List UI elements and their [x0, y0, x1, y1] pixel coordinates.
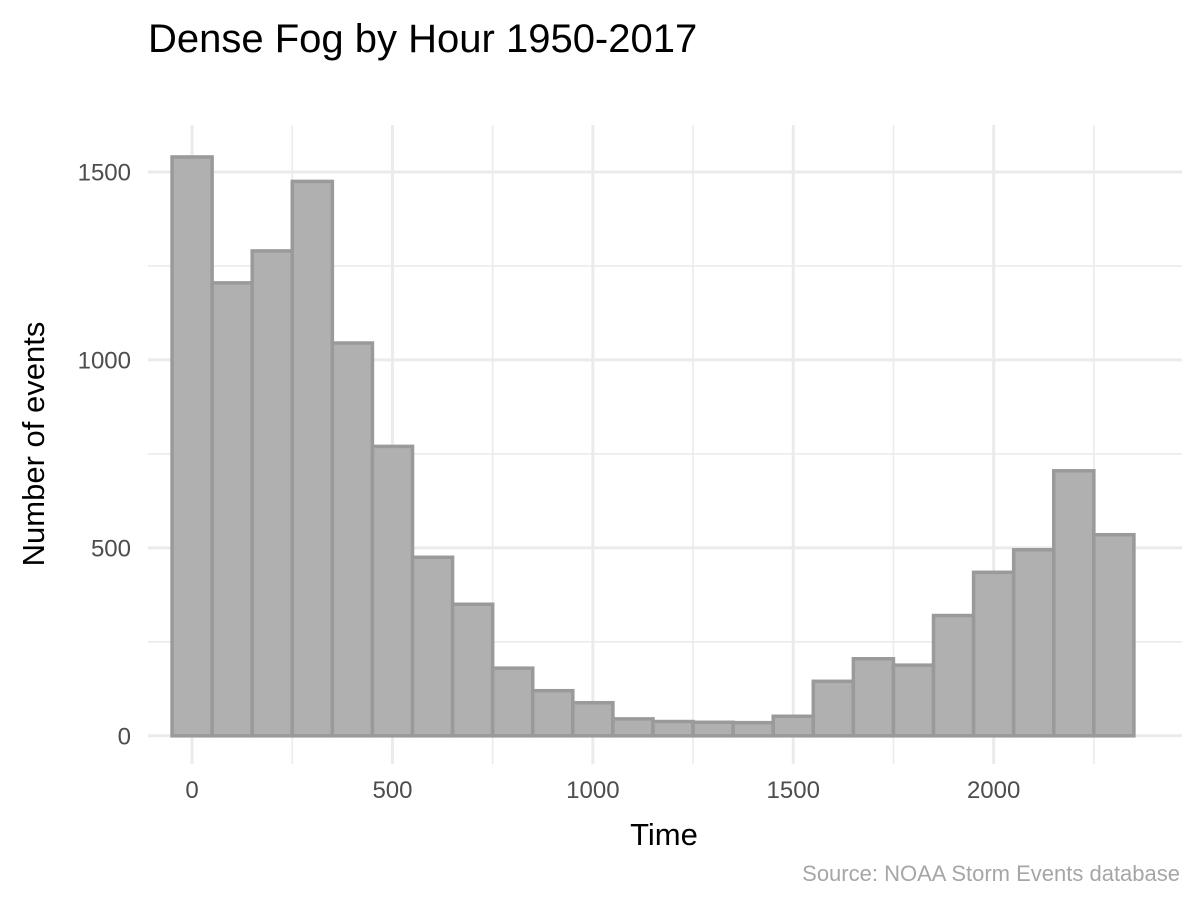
histogram-bar — [370, 444, 415, 738]
chart-title: Dense Fog by Hour 1950-2017 — [148, 17, 697, 61]
x-axis-title: Time — [630, 817, 698, 852]
histogram-bar — [450, 602, 495, 738]
histogram-bar — [811, 679, 856, 738]
histogram-bar — [651, 719, 695, 738]
histogram-bar — [250, 249, 295, 738]
x-tick-label: 1500 — [767, 777, 820, 804]
histogram-bar — [611, 717, 655, 738]
histogram-bar — [971, 570, 1016, 738]
histogram-bar — [290, 179, 335, 738]
x-axis-tick-labels: 0 500 1000 1500 2000 — [185, 777, 1020, 804]
histogram-bar — [170, 155, 214, 738]
histogram-bar — [530, 688, 575, 738]
x-tick-label: 1000 — [566, 777, 619, 804]
histogram-bar — [410, 555, 455, 738]
histogram-bar — [490, 666, 535, 738]
y-tick-label: 0 — [118, 723, 131, 750]
x-tick-label: 500 — [372, 777, 412, 804]
histogram-bar — [1092, 532, 1136, 738]
y-tick-label: 500 — [91, 535, 131, 562]
histogram-bar — [731, 720, 775, 738]
bars — [170, 155, 1136, 738]
y-tick-label: 1500 — [78, 159, 131, 186]
x-tick-label: 0 — [185, 777, 198, 804]
y-tick-label: 1000 — [78, 347, 131, 374]
y-axis-title: Number of events — [16, 322, 51, 567]
x-tick-label: 2000 — [967, 777, 1020, 804]
histogram-bar — [1052, 469, 1096, 738]
histogram-bar — [891, 663, 936, 738]
y-axis-tick-labels: 0 500 1000 1500 — [78, 159, 131, 750]
histogram-bar — [330, 341, 375, 738]
histogram-bar — [571, 700, 615, 738]
histogram-bar — [771, 714, 816, 738]
histogram-bar — [1011, 547, 1056, 738]
source-caption: Source: NOAA Storm Events database — [802, 861, 1180, 886]
histogram-bar — [931, 613, 976, 738]
histogram-bar — [210, 281, 254, 738]
histogram-bar — [851, 657, 896, 738]
histogram-bar — [691, 720, 735, 738]
